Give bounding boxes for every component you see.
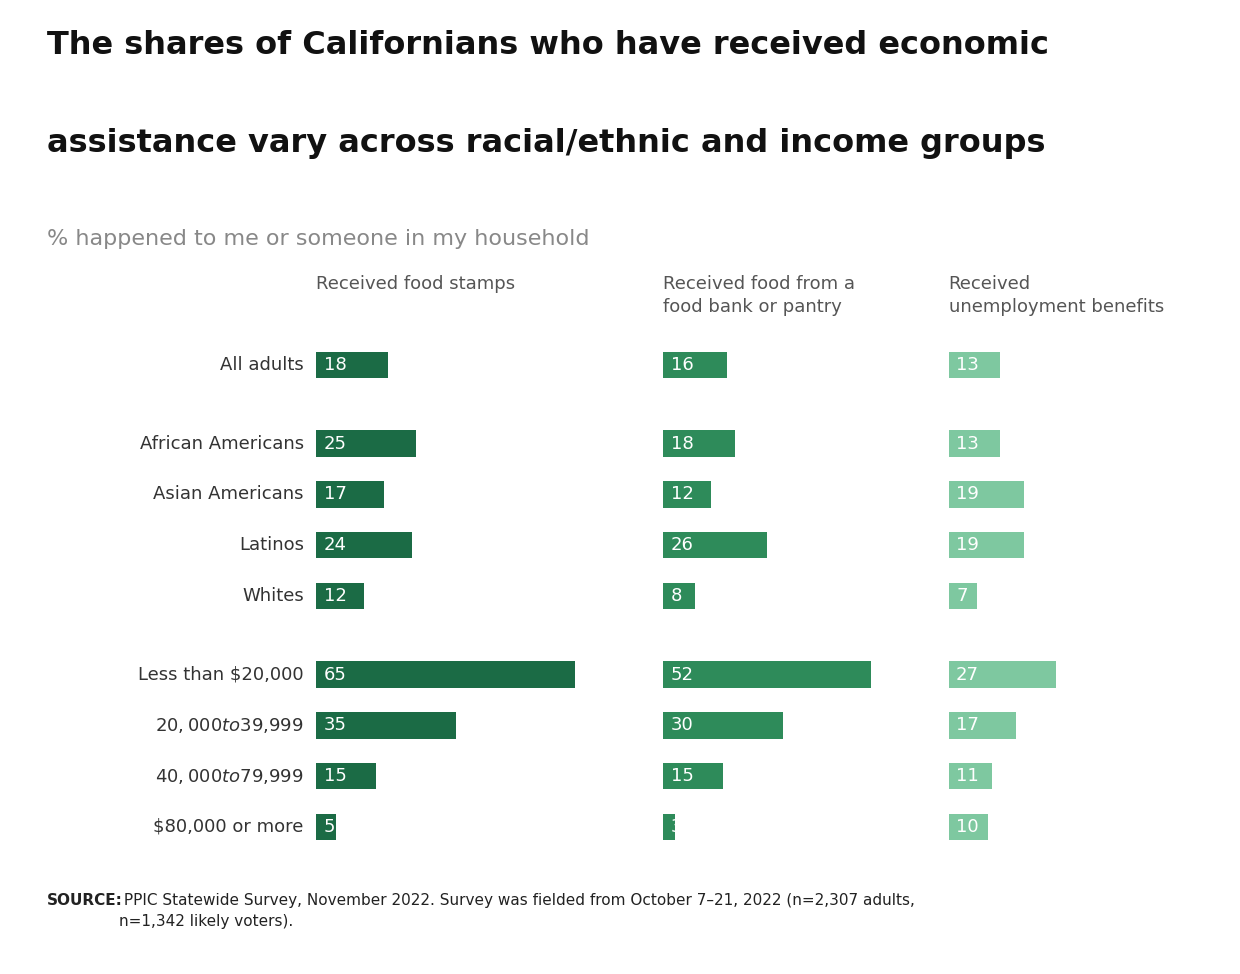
- Text: 13: 13: [956, 434, 978, 453]
- Text: PPIC Statewide Survey, November 2022. Survey was fielded from October 7–21, 2022: PPIC Statewide Survey, November 2022. Su…: [119, 893, 915, 929]
- Text: 10: 10: [956, 818, 978, 836]
- Text: 18: 18: [671, 434, 693, 453]
- Text: 65: 65: [324, 665, 346, 684]
- Text: Received food from a
food bank or pantry: Received food from a food bank or pantry: [663, 275, 856, 316]
- Text: 52: 52: [671, 665, 694, 684]
- Text: $80,000 or more: $80,000 or more: [154, 818, 304, 836]
- Text: 3: 3: [671, 818, 682, 836]
- Text: 17: 17: [324, 485, 346, 504]
- Text: 12: 12: [671, 485, 693, 504]
- Text: Latinos: Latinos: [239, 536, 304, 554]
- Text: 12: 12: [324, 587, 346, 605]
- Text: Less than $20,000: Less than $20,000: [138, 665, 304, 684]
- Text: 17: 17: [956, 716, 978, 734]
- Text: 24: 24: [324, 536, 347, 554]
- Text: The shares of Californians who have received economic: The shares of Californians who have rece…: [47, 30, 1049, 61]
- Text: 11: 11: [956, 768, 978, 785]
- Text: 18: 18: [324, 356, 346, 374]
- Text: 25: 25: [324, 434, 347, 453]
- Text: 27: 27: [956, 665, 980, 684]
- Text: 16: 16: [671, 356, 693, 374]
- Text: SOURCE:: SOURCE:: [47, 893, 123, 909]
- Text: 5: 5: [324, 818, 335, 836]
- Text: $20,000 to $39,999: $20,000 to $39,999: [155, 716, 304, 734]
- Text: 7: 7: [956, 587, 967, 605]
- Text: 35: 35: [324, 716, 347, 734]
- Text: Asian Americans: Asian Americans: [154, 485, 304, 504]
- Text: 19: 19: [956, 485, 978, 504]
- Text: Whites: Whites: [242, 587, 304, 605]
- Text: 30: 30: [671, 716, 693, 734]
- Text: $40,000 to $79,999: $40,000 to $79,999: [155, 767, 304, 786]
- Text: Received
unemployment benefits: Received unemployment benefits: [949, 275, 1164, 316]
- Text: % happened to me or someone in my household: % happened to me or someone in my househ…: [47, 230, 590, 249]
- Text: 26: 26: [671, 536, 693, 554]
- Text: African Americans: African Americans: [140, 434, 304, 453]
- Text: 15: 15: [671, 768, 693, 785]
- Text: All adults: All adults: [219, 356, 304, 374]
- Text: Received food stamps: Received food stamps: [316, 275, 516, 293]
- Text: 19: 19: [956, 536, 978, 554]
- Text: assistance vary across racial/ethnic and income groups: assistance vary across racial/ethnic and…: [47, 128, 1045, 159]
- Text: 13: 13: [956, 356, 978, 374]
- Text: 15: 15: [324, 768, 346, 785]
- Text: 8: 8: [671, 587, 682, 605]
